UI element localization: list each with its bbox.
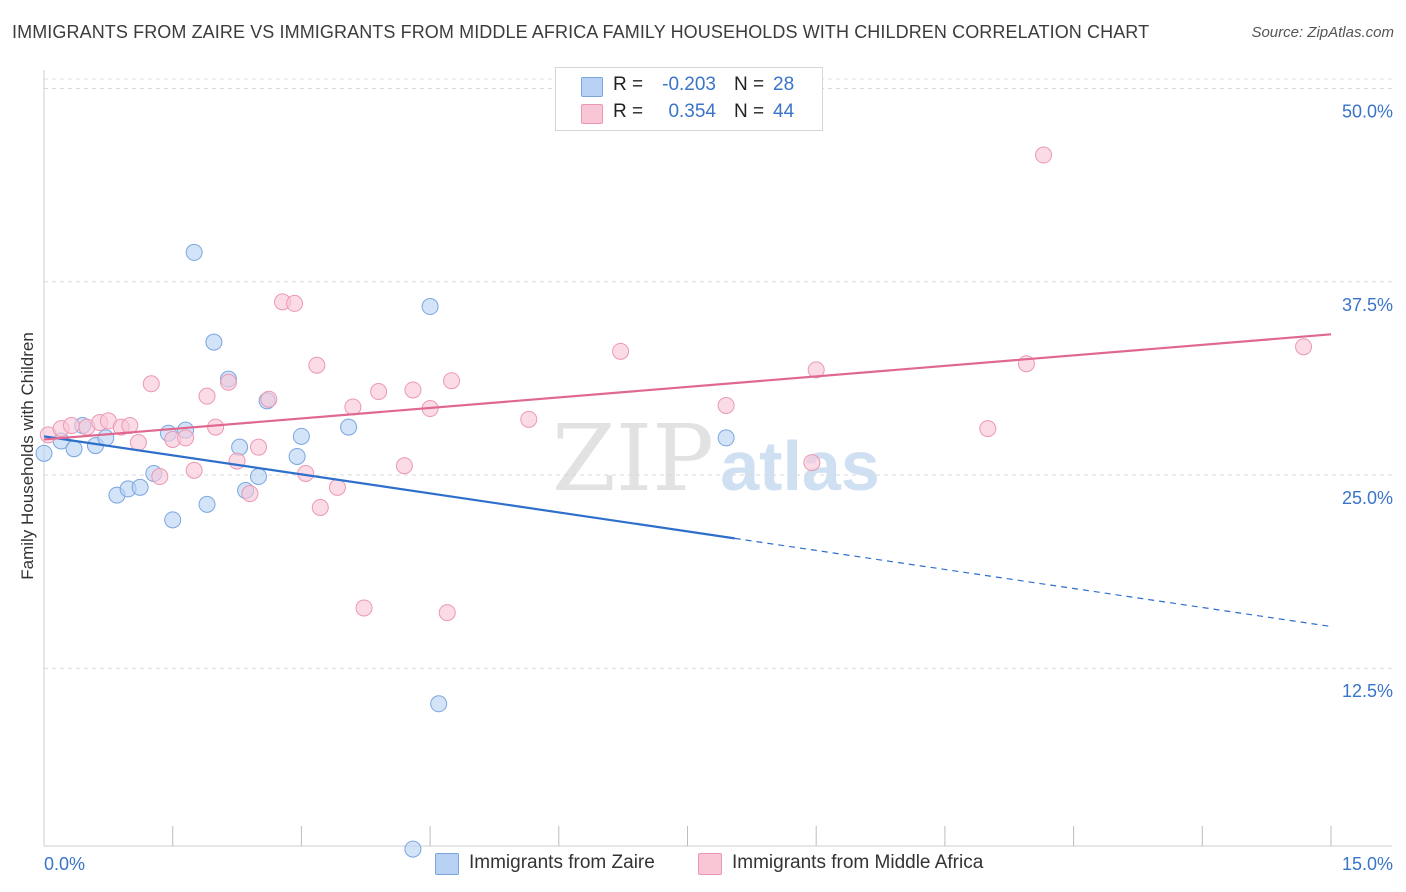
data-point-africa <box>142 375 160 393</box>
data-point-africa <box>443 372 461 390</box>
data-point-africa <box>803 454 821 472</box>
data-point-zaire <box>340 418 358 436</box>
legend-r-value: -0.203 <box>662 74 716 95</box>
data-point-africa <box>979 420 997 438</box>
data-point-africa <box>177 429 195 447</box>
legend-label-zaire: Immigrants from Zaire <box>469 852 655 873</box>
data-point-africa <box>344 398 362 416</box>
data-point-zaire <box>717 429 735 447</box>
data-point-africa <box>438 604 456 622</box>
data-point-zaire <box>131 478 149 496</box>
data-point-zaire <box>65 440 83 458</box>
data-point-zaire <box>205 333 223 351</box>
data-point-africa <box>250 438 267 456</box>
data-point-zaire <box>198 495 216 513</box>
data-point-zaire <box>421 298 439 316</box>
watermark-zip: ZIP <box>552 405 714 512</box>
data-point-africa <box>185 461 203 479</box>
data-point-africa <box>241 485 259 503</box>
data-point-africa <box>1035 146 1053 164</box>
data-point-africa <box>308 356 326 374</box>
legend-label-middle-africa: Immigrants from Middle Africa <box>732 852 984 873</box>
data-point-zaire <box>288 447 306 465</box>
x-tick-label: 15.0% <box>1342 854 1393 874</box>
y-tick-label: 37.5% <box>1342 295 1393 315</box>
data-point-africa <box>395 457 413 475</box>
correlation-legend: R = -0.203 N = 28 R = 0.354 N = 44 <box>555 67 823 131</box>
trend-line-zaire-projection <box>734 537 1332 628</box>
data-point-africa <box>612 342 630 360</box>
data-point-africa <box>1295 338 1313 356</box>
y-tick-label: 25.0% <box>1342 488 1393 508</box>
legend-r-label: R = <box>613 74 644 95</box>
legend-n-label: N = <box>734 101 765 122</box>
data-point-zaire <box>404 840 422 858</box>
source-label: Source: ZipAtlas.com <box>1251 24 1394 41</box>
data-point-zaire <box>250 468 267 486</box>
data-point-africa <box>62 417 80 435</box>
data-point-africa <box>260 390 278 408</box>
legend-r-label: R = <box>613 101 644 122</box>
trend-line-middle-africa <box>43 333 1332 441</box>
legend-r-value: 0.354 <box>668 101 716 122</box>
data-point-africa <box>207 418 225 436</box>
legend-n-label: N = <box>734 74 765 95</box>
legend-swatch-zaire <box>581 77 603 97</box>
data-point-africa <box>219 373 237 391</box>
data-point-africa <box>328 478 346 496</box>
y-tick-label: 12.5% <box>1342 681 1393 701</box>
data-point-africa <box>717 396 735 414</box>
data-point-zaire <box>231 438 249 456</box>
legend-n-value: 28 <box>773 74 795 95</box>
data-point-zaire <box>35 444 53 462</box>
trend-line-zaire <box>43 435 735 540</box>
legend-n-value: 44 <box>773 101 795 122</box>
data-point-zaire <box>292 427 310 445</box>
data-point-africa <box>198 387 216 405</box>
y-tick-label: 50.0% <box>1342 102 1393 122</box>
data-point-africa <box>151 468 169 486</box>
data-point-zaire <box>97 429 115 447</box>
data-point-africa <box>404 381 422 399</box>
data-point-africa <box>370 383 388 401</box>
legend-swatch-middle-africa <box>581 104 603 124</box>
data-point-zaire <box>185 243 203 261</box>
data-point-africa <box>520 410 538 428</box>
legend-swatch-zaire <box>435 853 459 875</box>
x-tick-label: 0.0% <box>44 854 85 874</box>
chart-title: IMMIGRANTS FROM ZAIRE VS IMMIGRANTS FROM… <box>12 22 1150 42</box>
legend-swatch-middle-africa <box>698 853 722 875</box>
data-point-africa <box>311 498 329 516</box>
data-point-africa <box>286 294 304 312</box>
data-point-zaire <box>430 695 448 713</box>
data-point-zaire <box>164 511 182 529</box>
watermark-atlas: atlas <box>720 427 880 505</box>
data-point-africa <box>355 599 373 617</box>
data-point-africa <box>807 361 825 379</box>
data-point-africa <box>129 434 147 452</box>
